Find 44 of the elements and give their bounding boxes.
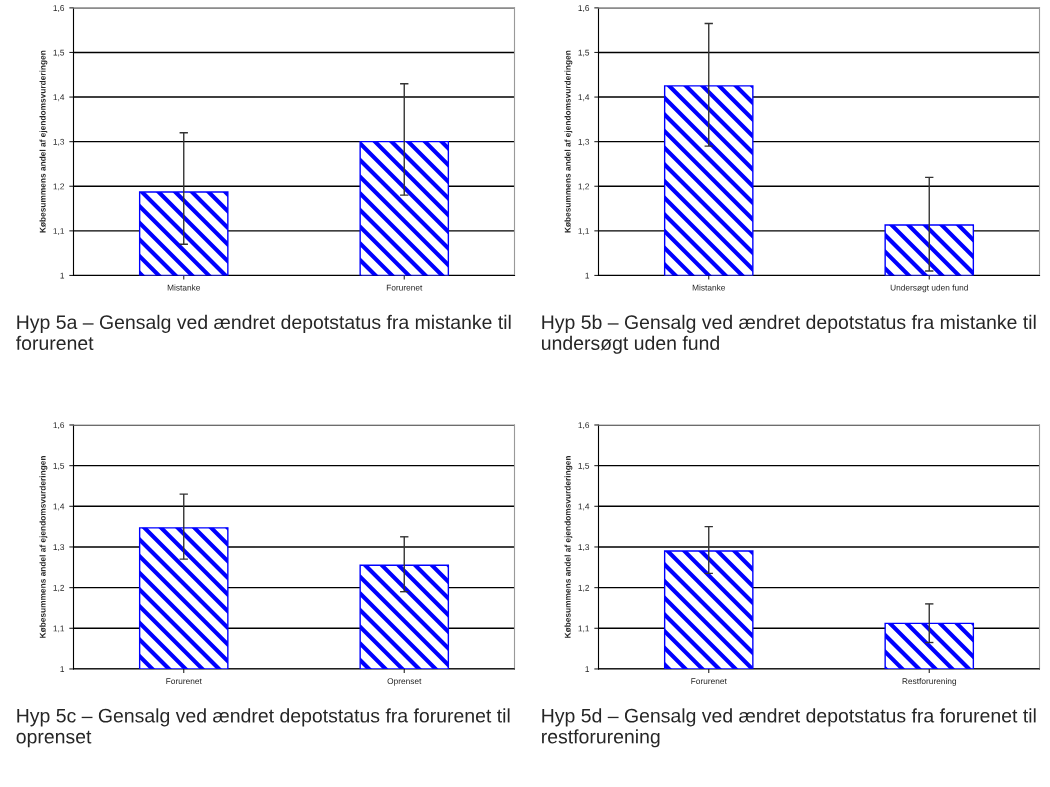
y-tick-label: 1,6 [53, 422, 65, 430]
y-tick-label: 1,1 [53, 228, 65, 235]
y-tick-label: 1,1 [578, 228, 590, 235]
x-tick-label: Undersøgt uden fund [890, 284, 968, 293]
y-axis-title: Købesummens andel af ejendomsvurderingen [39, 456, 48, 638]
x-tick-label: Forurenet [166, 678, 202, 685]
x-tick-label: Oprenset [387, 678, 422, 686]
y-axis-title: Købesummens andel af ejendomsvurderingen [564, 50, 573, 233]
y-tick-label: 1,6 [578, 422, 590, 430]
y-tick-label: 1,1 [53, 625, 65, 633]
y-tick-label: 1 [60, 272, 65, 279]
y-tick-label: 1,4 [578, 94, 590, 102]
x-tick-label: Mistanke [692, 284, 726, 291]
y-tick-label: 1 [585, 272, 590, 279]
y-axis-title: Købesummens andel af ejendomsvurderingen [39, 50, 48, 233]
y-tick-label: 1,2 [53, 183, 65, 191]
y-tick-label: 1,4 [578, 503, 590, 511]
y-axis-title: Købesummens andel af ejendomsvurderingen [564, 456, 573, 638]
y-tick-label: 1,2 [578, 584, 590, 592]
text: Hyp 5a – Gensalg ved ændret depotstatus fra mistanke til forurenet [16, 314, 511, 351]
text: Hyp 5d – Gensalg ved ændret depotstatus fra forurenet til restforurening [542, 708, 1036, 748]
y-tick-label: 1 [585, 666, 590, 672]
x-tick-label: Forurenet [691, 678, 727, 685]
y-tick-label: 1,2 [578, 183, 590, 191]
text: Hyp 5b – Gensalg ved ændret depotstatus fra mistanke til undersøgt uden fund [542, 314, 1036, 354]
y-tick-label: 1,4 [53, 503, 65, 511]
y-tick-label: 1,5 [53, 462, 65, 470]
y-tick-label: 1,3 [53, 544, 65, 552]
x-tick-label: Forurenet [386, 284, 423, 291]
y-tick-label: 1,5 [53, 49, 65, 57]
y-tick-label: 1,5 [578, 462, 590, 470]
y-tick-label: 1,1 [578, 625, 590, 633]
y-tick-label: 1,2 [53, 584, 65, 592]
y-tick-label: 1,3 [578, 138, 590, 146]
x-tick-label: Mistanke [167, 284, 201, 291]
y-tick-label: 1,5 [578, 49, 590, 57]
y-tick-label: 1,4 [53, 94, 65, 102]
text: Hyp 5c – Gensalg ved ændret depotstatus fra forurenet til oprenset [16, 708, 510, 748]
y-tick-label: 1 [60, 666, 65, 672]
y-tick-label: 1,3 [578, 544, 590, 552]
y-tick-label: 1,6 [578, 5, 590, 12]
x-tick-label: Restforurening [902, 677, 957, 686]
y-tick-label: 1,3 [53, 138, 65, 146]
y-tick-label: 1,6 [53, 5, 65, 12]
